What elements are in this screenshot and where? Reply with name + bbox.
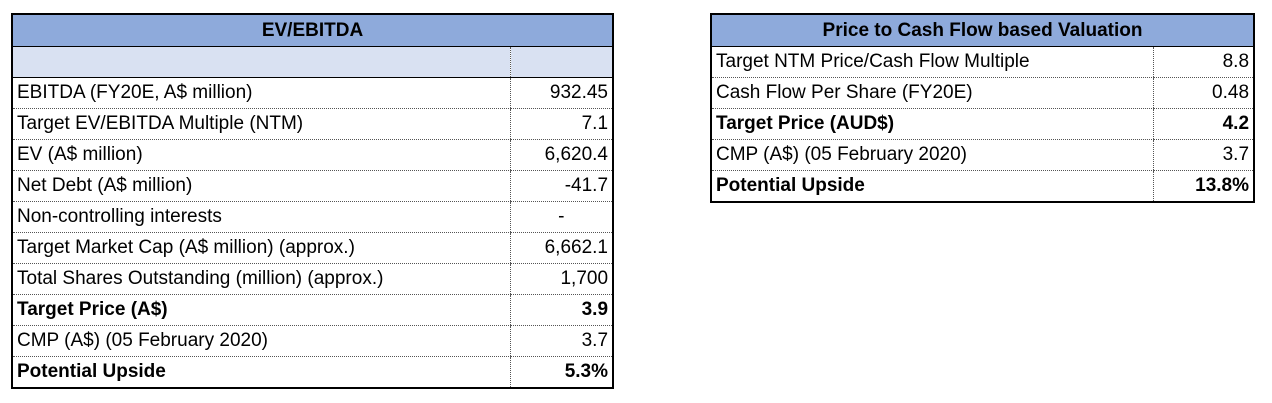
row-label: CMP (A$) (05 February 2020) (12, 325, 510, 357)
row-label: Target NTM Price/Cash Flow Multiple (711, 46, 1153, 78)
row-value: 1,700 (509, 263, 614, 295)
row-value: 4.2 (1152, 108, 1255, 140)
table-row: Target Market Cap (A$ million) (approx.)… (12, 232, 614, 264)
row-value: 6,620.4 (509, 139, 614, 171)
ev-ebitda-table: EV/EBITDA EBITDA (FY20E, A$ million) 932… (11, 13, 615, 389)
table-row: CMP (A$) (05 February 2020) 3.7 (711, 139, 1255, 171)
blank-value-cell (509, 46, 614, 78)
row-value: -41.7 (509, 170, 614, 202)
target-price-row: Target Price (A$) 3.9 (12, 294, 614, 326)
pcf-title: Price to Cash Flow based Valuation (711, 14, 1255, 47)
potential-upside-row: Potential Upside 5.3% (12, 356, 614, 388)
potential-upside-row: Potential Upside 13.8% (711, 170, 1255, 202)
table-row: Net Debt (A$ million) -41.7 (12, 170, 614, 202)
row-value: 0.48 (1152, 77, 1255, 109)
row-label: EBITDA (FY20E, A$ million) (12, 77, 510, 109)
table-row: Total Shares Outstanding (million) (appr… (12, 263, 614, 295)
row-value: 3.7 (509, 325, 614, 357)
row-label: Target EV/EBITDA Multiple (NTM) (12, 108, 510, 140)
table-row: EV (A$ million) 6,620.4 (12, 139, 614, 171)
row-label: Potential Upside (716, 175, 865, 196)
row-label: Total Shares Outstanding (million) (appr… (12, 263, 510, 295)
row-label: Target Price (AUD$) (711, 108, 1153, 140)
target-price-row: Target Price (AUD$) 4.2 (711, 108, 1255, 140)
ev-ebitda-blank-row (12, 46, 614, 78)
row-label: CMP (A$) (05 February 2020) (711, 139, 1153, 171)
ev-ebitda-header-row: EV/EBITDA (12, 14, 614, 47)
row-value: 5.3% (509, 356, 614, 388)
row-label: Target Price (A$) (12, 294, 510, 326)
row-value: 8.8 (1152, 46, 1255, 78)
row-value: 6,662.1 (509, 232, 614, 264)
table-row: CMP (A$) (05 February 2020) 3.7 (12, 325, 614, 357)
row-value: 932.45 (509, 77, 614, 109)
row-value: 13.8% (1152, 170, 1255, 202)
row-label: Non-controlling interests (12, 201, 510, 233)
row-value: 3.9 (509, 294, 614, 326)
pcf-valuation-table: Price to Cash Flow based Valuation Targe… (710, 13, 1256, 203)
row-value: 3.7 (1152, 139, 1255, 171)
row-value: 7.1 (509, 108, 614, 140)
table-row: EBITDA (FY20E, A$ million) 932.45 (12, 77, 614, 109)
row-label: EV (A$ million) (12, 139, 510, 171)
table-row: Target EV/EBITDA Multiple (NTM) 7.1 (12, 108, 614, 140)
row-label: Net Debt (A$ million) (12, 170, 510, 202)
table-row: Cash Flow Per Share (FY20E) 0.48 (711, 77, 1255, 109)
pcf-header-row: Price to Cash Flow based Valuation (711, 14, 1255, 47)
row-label: Target Market Cap (A$ million) (approx.) (12, 232, 510, 264)
table-row: Target NTM Price/Cash Flow Multiple 8.8 (711, 46, 1255, 78)
table-row: Non-controlling interests - (12, 201, 614, 233)
row-value: - (509, 201, 614, 233)
ev-ebitda-title: EV/EBITDA (12, 14, 614, 47)
blank-label-cell (12, 46, 510, 78)
row-label: Cash Flow Per Share (FY20E) (711, 77, 1153, 109)
row-label: Potential Upside (17, 361, 166, 382)
